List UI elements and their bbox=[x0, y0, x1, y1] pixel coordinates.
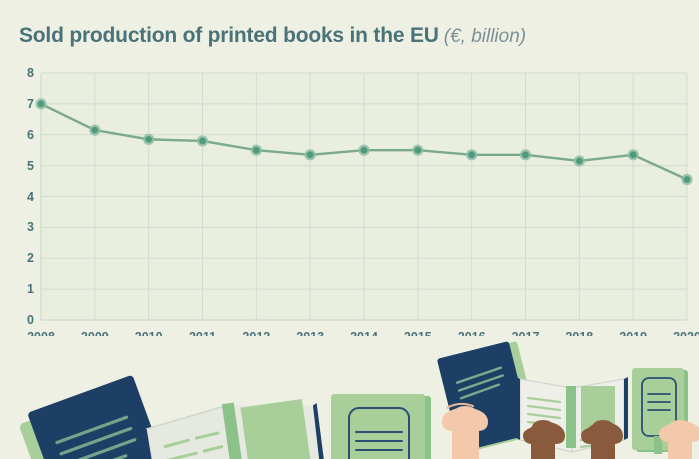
data-point[interactable] bbox=[35, 98, 47, 110]
chart-title-unit: (€, billion) bbox=[443, 26, 527, 47]
y-tick-label: 7 bbox=[27, 96, 34, 111]
data-point[interactable] bbox=[573, 155, 585, 167]
page-title: Sold production of printed books in the … bbox=[19, 24, 526, 48]
data-point[interactable] bbox=[250, 144, 262, 156]
y-tick-label: 6 bbox=[27, 127, 34, 142]
data-point[interactable] bbox=[466, 149, 478, 161]
data-point[interactable] bbox=[358, 144, 370, 156]
data-point[interactable] bbox=[89, 124, 101, 136]
hand-with-navy-book bbox=[437, 341, 540, 459]
y-tick-label: 1 bbox=[27, 282, 34, 297]
book-green-large bbox=[331, 394, 431, 459]
y-tick-label: 8 bbox=[27, 66, 34, 80]
y-tick-label: 5 bbox=[27, 158, 34, 173]
data-point[interactable] bbox=[681, 173, 693, 186]
data-point[interactable] bbox=[143, 133, 155, 145]
data-point[interactable] bbox=[304, 149, 316, 161]
y-tick-label: 2 bbox=[27, 251, 34, 266]
books-illustration bbox=[0, 336, 699, 459]
y-tick-label: 3 bbox=[27, 220, 34, 235]
book-navy-tilted bbox=[19, 375, 183, 459]
chart-title-main: Sold production of printed books in the … bbox=[19, 24, 439, 47]
data-point[interactable] bbox=[519, 149, 532, 161]
y-tick-label: 4 bbox=[27, 189, 34, 204]
data-point[interactable] bbox=[196, 135, 209, 147]
data-point[interactable] bbox=[412, 144, 424, 156]
hands-with-open-book bbox=[516, 377, 628, 459]
data-point[interactable] bbox=[627, 149, 639, 161]
chart-canvas bbox=[35, 72, 693, 321]
hand-with-green-book bbox=[632, 368, 699, 459]
book-open-flat bbox=[142, 399, 327, 459]
y-tick-label: 0 bbox=[27, 313, 34, 327]
